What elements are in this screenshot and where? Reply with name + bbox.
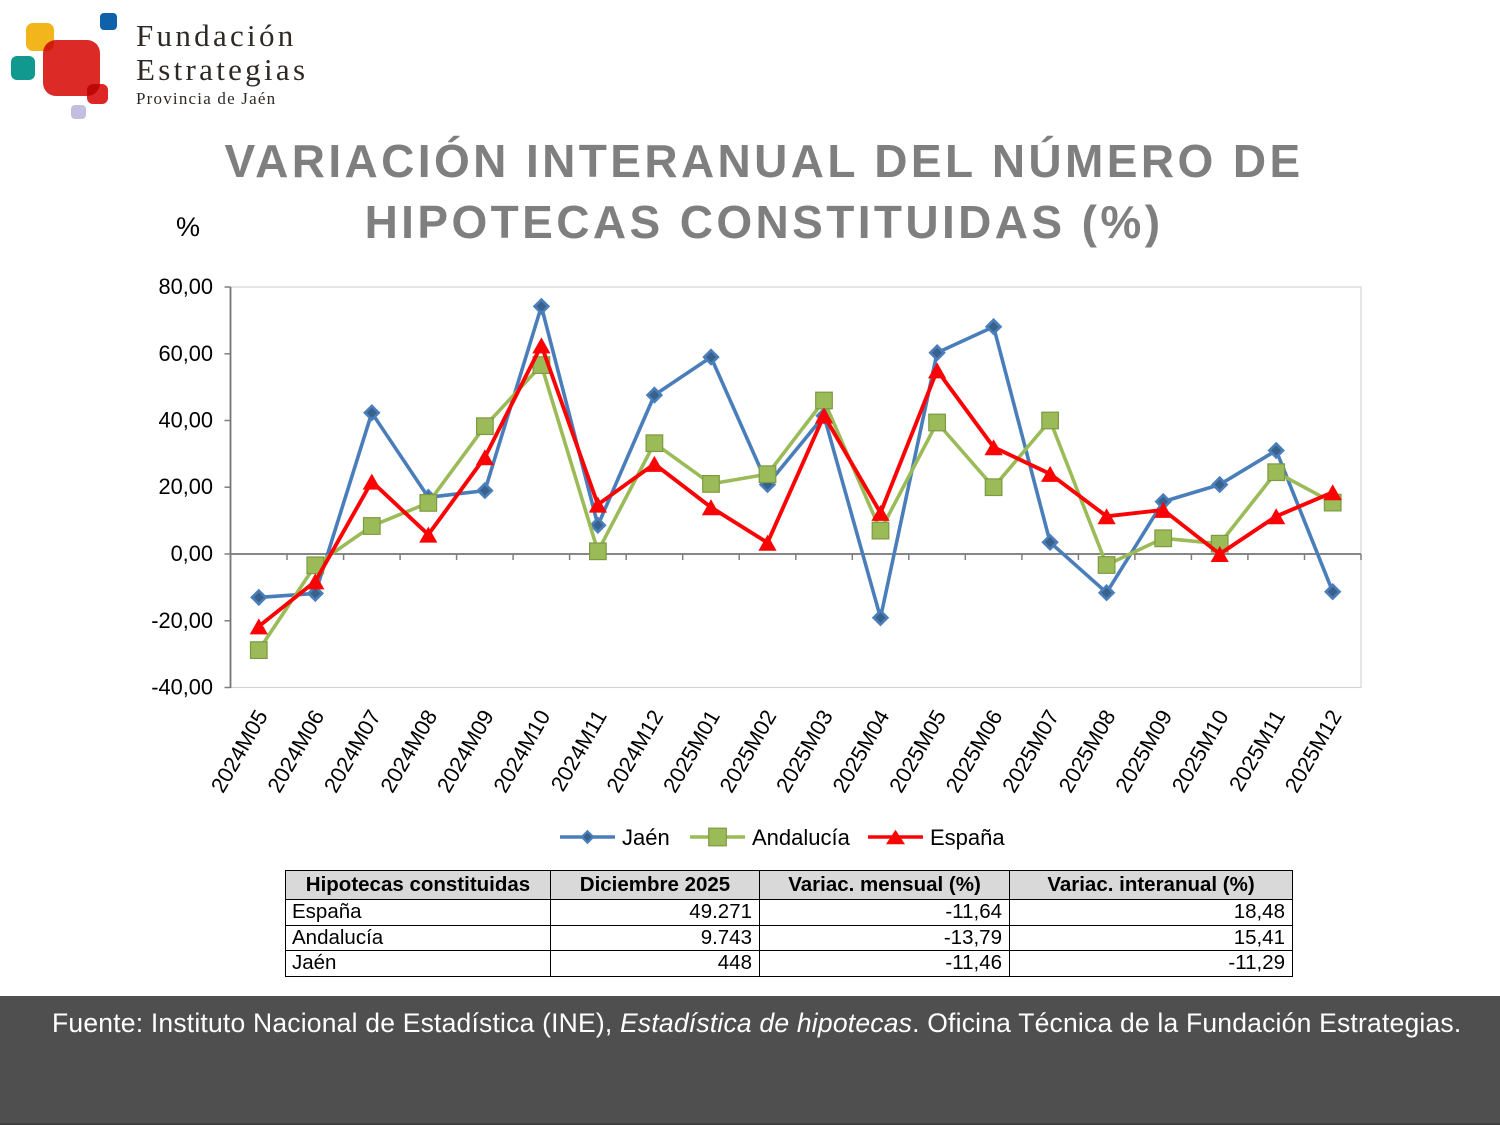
svg-text:60,00: 60,00 bbox=[158, 341, 213, 366]
svg-text:20,00: 20,00 bbox=[158, 474, 213, 499]
svg-text:-20,00: -20,00 bbox=[151, 608, 213, 633]
svg-text:2025M12: 2025M12 bbox=[1280, 706, 1347, 797]
svg-text:0,00: 0,00 bbox=[171, 541, 213, 566]
svg-text:España: España bbox=[930, 825, 1005, 850]
svg-text:Jaén: Jaén bbox=[622, 825, 670, 850]
svg-text:-40,00: -40,00 bbox=[151, 675, 213, 700]
svg-text:80,00: 80,00 bbox=[158, 274, 213, 299]
svg-text:40,00: 40,00 bbox=[158, 408, 213, 433]
svg-text:Andalucía: Andalucía bbox=[752, 825, 851, 850]
